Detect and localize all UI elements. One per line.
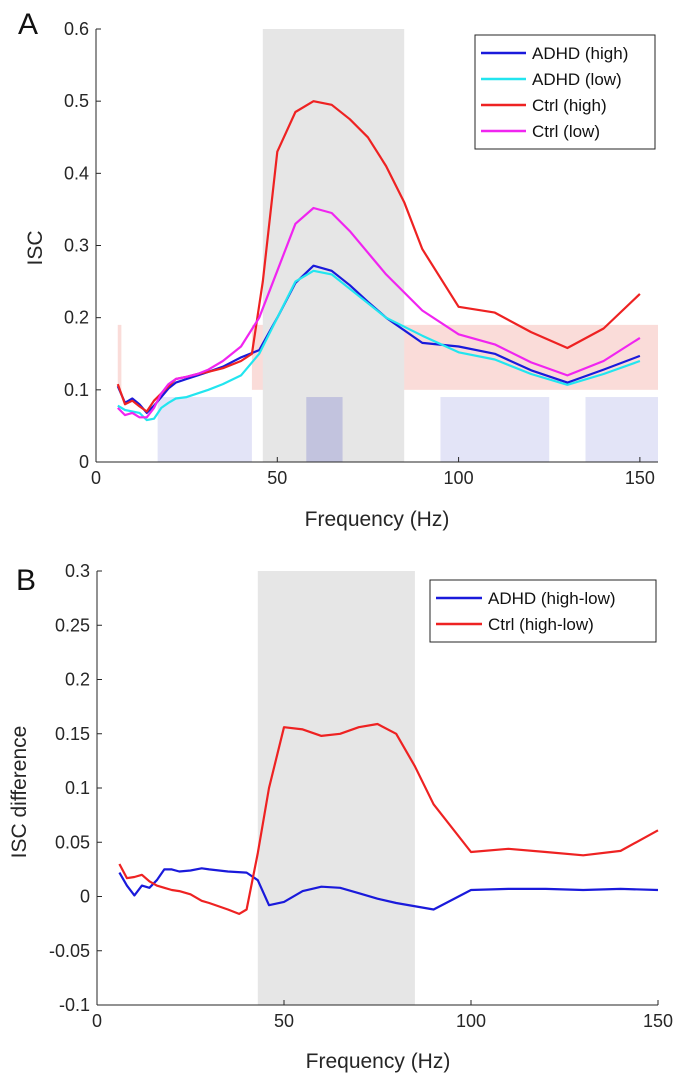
panel-b-x-tick-label: 150 [643, 1011, 673, 1031]
panel-b-y-tick-label: -0.1 [59, 995, 90, 1015]
panel-a-series-ctrl-high [116, 100, 641, 413]
panel-b-y-tick-label: 0.2 [65, 670, 90, 690]
panel-a-y-tick-label: 0.2 [64, 308, 89, 328]
panel-b-legend-box [429, 579, 657, 643]
panel-a-series-ctrl-low [117, 206, 641, 419]
panel-a-series-lines [116, 100, 641, 422]
panel-a-y-tick-label: 0 [79, 452, 89, 472]
panel-a-y-axis-label: ISC [24, 230, 47, 265]
panel-b-legend-label-ctrl-high-low: Ctrl (high-low) [488, 615, 594, 634]
panel-b-x-tick-label: 50 [274, 1011, 294, 1031]
panel-a-legend-label-ctrl-high: Ctrl (high) [532, 96, 607, 115]
panel-a-significance-band-red-edge [117, 324, 122, 390]
panel-a-series-adhd-high [116, 264, 641, 414]
panel-a-significance-band-blue-3 [585, 397, 658, 462]
panel-a-y-tick-label: 0.5 [64, 91, 89, 111]
panel-b-y-tick-label: 0.1 [65, 778, 90, 798]
panel-b-legend-label-adhd-high-low: ADHD (high-low) [488, 589, 616, 608]
panel-a-significance-band-blue-2 [440, 397, 550, 462]
panel-b-y-tick-label: 0.3 [65, 561, 90, 581]
panel-a-legend: ADHD (high) ADHD (low) Ctrl (high) Ctrl (lo… [474, 34, 656, 150]
panel-a-y-tick-label: 0.3 [64, 236, 89, 256]
panel-a-significance-band-blue-1 [306, 397, 343, 462]
panel-a-legend-label-adhd-high: ADHD (high) [532, 44, 628, 63]
panel-a-x-tick-label: 100 [444, 468, 474, 488]
panel-a-significance-band-blue-0 [157, 397, 252, 462]
panel-b-letter: B [16, 564, 36, 597]
panel-a-y-tick-label: 0.6 [64, 19, 89, 39]
panel-b-series-adhd-high-low [118, 867, 659, 911]
panel-a-y-tick-label: 0.4 [64, 163, 89, 183]
panel-a-x-axis-label: Frequency (Hz) [305, 508, 450, 531]
panel-b-x-tick-label: 0 [92, 1011, 102, 1031]
panel-a-x-tick-label: 50 [267, 468, 287, 488]
panel-b-x-tick-label: 100 [456, 1011, 486, 1031]
panel-b-y-tick-label: 0 [80, 887, 90, 907]
panel-b-y-tick-label: 0.05 [55, 832, 90, 852]
panel-a-series-adhd-low [117, 269, 641, 422]
panel-a-axes: 0 50 100 150 0 0.1 0.2 0.3 0.4 0.5 0.6 [64, 19, 658, 488]
panel-b-y-tick-label: 0.25 [55, 615, 90, 635]
panel-b-y-tick-label: 0.15 [55, 724, 90, 744]
panel-a-legend-label-adhd-low: ADHD (low) [532, 70, 622, 89]
panel-a-x-tick-label: 150 [625, 468, 655, 488]
panel-b-series-ctrl-high-low [118, 722, 659, 916]
panel-b-y-axis-label: ISC difference [8, 726, 31, 859]
panel-a-chart: A 0 50 100 150 0 0.1 0.2 0.3 0.4 0.5 0.6 Frequency… [18, 8, 659, 531]
panel-b-y-tick-label: -0.05 [49, 941, 90, 961]
panel-a-y-tick-label: 0.1 [64, 380, 89, 400]
panel-a-legend-label-ctrl-low: Ctrl (low) [532, 122, 600, 141]
panel-b-axes: 0 50 100 150 -0.1 -0.05 0 0.05 0.1 0.15 0.2 0.25 0.3 [49, 561, 673, 1031]
panel-b-series-lines [118, 722, 659, 916]
panel-a-letter: A [18, 8, 38, 41]
panel-b-chart: B 0 50 100 150-0.1-0.0500.050.10.150.20.250… [8, 561, 673, 1073]
panel-b-bands [257, 571, 415, 1005]
panel-b-gamma-band-gray [257, 571, 415, 1005]
panel-b-x-axis-label: Frequency (Hz) [306, 1050, 451, 1073]
panel-b-legend: ADHD (high-low) Ctrl (high-low) [429, 579, 657, 643]
panel-a-x-tick-label: 0 [91, 468, 101, 488]
